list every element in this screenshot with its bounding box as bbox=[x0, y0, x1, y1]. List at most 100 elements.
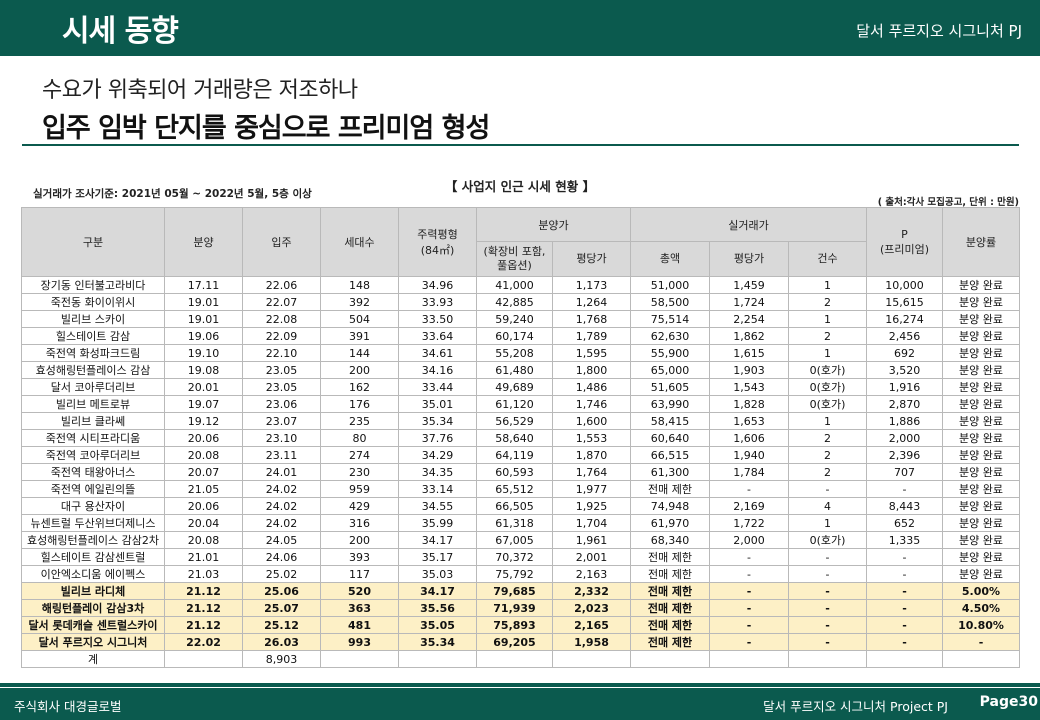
cell-sale-price-total: 42,885 bbox=[476, 293, 553, 311]
cell-trade-count: - bbox=[788, 582, 867, 600]
table-row: 뉴센트럴 두산위브더제니스 20.04 24.02 316 35.99 61,318 1,7… bbox=[21, 514, 1020, 532]
cell-move-in-date: 22.06 bbox=[242, 276, 321, 294]
cell-trade-price-total: 60,640 bbox=[630, 429, 710, 447]
cell-trade-price-per-pyeong: 1,543 bbox=[709, 378, 789, 396]
cell-move-in-date: 22.09 bbox=[242, 327, 321, 345]
cell-move-in-date: 25.12 bbox=[242, 616, 321, 634]
cell-sale-date: 20.06 bbox=[164, 429, 243, 447]
cell-trade-price-total: 전매 제한 bbox=[630, 633, 710, 651]
cell-trade-count: 2 bbox=[788, 327, 867, 345]
cell-trade-price-per-pyeong: 1,903 bbox=[709, 361, 789, 379]
total-empty-cell bbox=[398, 650, 477, 668]
cell-trade-price-per-pyeong: - bbox=[709, 565, 789, 583]
cell-sale-rate: 분양 완료 bbox=[942, 344, 1020, 362]
cell-trade-price-per-pyeong: 1,940 bbox=[709, 446, 789, 464]
cell-sale-price-per-pyeong: 1,768 bbox=[552, 310, 631, 328]
cell-households: 176 bbox=[320, 395, 399, 413]
cell-main-size: 35.01 bbox=[398, 395, 477, 413]
col-header-sg-count: 건수 bbox=[788, 241, 867, 277]
table-row: 힐스테이트 감삼센트럴 21.01 24.06 393 35.17 70,372 2,001… bbox=[21, 548, 1020, 566]
cell-households: 316 bbox=[320, 514, 399, 532]
cell-sale-date: 21.12 bbox=[164, 616, 243, 634]
cell-households: 230 bbox=[320, 463, 399, 481]
cell-move-in-date: 24.02 bbox=[242, 497, 321, 515]
cell-households: 235 bbox=[320, 412, 399, 430]
cell-sale-price-total: 56,529 bbox=[476, 412, 553, 430]
footer-project: 달서 푸르지오 시그니처 Project PJ bbox=[763, 699, 948, 714]
cell-trade-price-per-pyeong: 1,606 bbox=[709, 429, 789, 447]
table-row: 이안엑소디움 에이펙스 21.03 25.02 117 35.03 75,792 2,163… bbox=[21, 565, 1020, 583]
cell-trade-price-total: 62,630 bbox=[630, 327, 710, 345]
cell-premium: 16,274 bbox=[866, 310, 943, 328]
cell-sale-date: 20.04 bbox=[164, 514, 243, 532]
cell-premium: - bbox=[866, 616, 943, 634]
cell-trade-price-per-pyeong: 2,000 bbox=[709, 531, 789, 549]
cell-complex-name: 뉴센트럴 두산위브더제니스 bbox=[21, 514, 165, 532]
cell-complex-name: 달서 롯데캐슬 센트럴스카이 bbox=[21, 616, 165, 634]
cell-sale-price-per-pyeong: 1,961 bbox=[552, 531, 631, 549]
cell-households: 393 bbox=[320, 548, 399, 566]
cell-sale-price-per-pyeong: 2,165 bbox=[552, 616, 631, 634]
cell-main-size: 34.55 bbox=[398, 497, 477, 515]
headline-line2: 입주 임박 단지를 중심으로 프리미엄 형성 bbox=[42, 113, 490, 144]
cell-trade-price-per-pyeong: 2,169 bbox=[709, 497, 789, 515]
table-row: 죽전역 화성파크드림 19.10 22.10 144 34.61 55,208 1,595 5… bbox=[21, 344, 1020, 362]
total-households: 8,903 bbox=[242, 650, 321, 668]
cell-trade-price-total: 74,948 bbox=[630, 497, 710, 515]
cell-trade-price-total: 61,970 bbox=[630, 514, 710, 532]
cell-trade-price-total: 전매 제한 bbox=[630, 582, 710, 600]
cell-complex-name: 해링턴플레이 감삼3차 bbox=[21, 599, 165, 617]
cell-sale-date: 19.08 bbox=[164, 361, 243, 379]
table-row: 빌리브 클라쎄 19.12 23.07 235 35.34 56,529 1,600 58,4… bbox=[21, 412, 1020, 430]
cell-trade-count: 2 bbox=[788, 429, 867, 447]
cell-households: 274 bbox=[320, 446, 399, 464]
cell-sale-date: 20.06 bbox=[164, 497, 243, 515]
cell-main-size: 35.03 bbox=[398, 565, 477, 583]
cell-main-size: 37.76 bbox=[398, 429, 477, 447]
cell-trade-count: - bbox=[788, 548, 867, 566]
cell-complex-name: 달서 푸르지오 시그니처 bbox=[21, 633, 165, 651]
table-row: 장기동 인터불고라비다 17.11 22.06 148 34.96 41,000 1,173… bbox=[21, 276, 1020, 294]
cell-main-size: 35.99 bbox=[398, 514, 477, 532]
cell-sale-date: 21.05 bbox=[164, 480, 243, 498]
total-empty-cell bbox=[866, 650, 943, 668]
cell-main-size: 34.35 bbox=[398, 463, 477, 481]
cell-complex-name: 장기동 인터불고라비다 bbox=[21, 276, 165, 294]
cell-complex-name: 빌리브 클라쎄 bbox=[21, 412, 165, 430]
total-empty-cell bbox=[164, 650, 243, 668]
cell-households: 481 bbox=[320, 616, 399, 634]
cell-sale-rate: 분양 완료 bbox=[942, 429, 1020, 447]
cell-sale-date: 21.03 bbox=[164, 565, 243, 583]
cell-main-size: 34.29 bbox=[398, 446, 477, 464]
cell-move-in-date: 26.03 bbox=[242, 633, 321, 651]
cell-main-size: 35.17 bbox=[398, 548, 477, 566]
cell-trade-price-per-pyeong: - bbox=[709, 616, 789, 634]
cell-premium: - bbox=[866, 599, 943, 617]
cell-trade-price-total: 75,514 bbox=[630, 310, 710, 328]
cell-trade-price-total: 51,605 bbox=[630, 378, 710, 396]
cell-trade-count: 1 bbox=[788, 514, 867, 532]
cell-move-in-date: 25.07 bbox=[242, 599, 321, 617]
cell-sale-rate: 분양 완료 bbox=[942, 446, 1020, 464]
table-row: 죽전역 태왕아너스 20.07 24.01 230 34.35 60,593 1,764 61… bbox=[21, 463, 1020, 481]
cell-trade-count: 0(호가) bbox=[788, 531, 867, 549]
cell-complex-name: 죽전역 에일린의뜰 bbox=[21, 480, 165, 498]
cell-sale-rate: 10.80% bbox=[942, 616, 1020, 634]
cell-households: 959 bbox=[320, 480, 399, 498]
cell-sale-price-per-pyeong: 1,264 bbox=[552, 293, 631, 311]
cell-sale-price-total: 75,792 bbox=[476, 565, 553, 583]
cell-sale-rate: 분양 완료 bbox=[942, 395, 1020, 413]
col-header-bunyangga-total: (확장비 포함, 풀옵션) bbox=[476, 241, 553, 277]
cell-sale-rate: 분양 완료 bbox=[942, 378, 1020, 396]
table-title: 【 사업지 인근 시세 현황 】 bbox=[444, 179, 596, 194]
cell-sale-price-per-pyeong: 1,704 bbox=[552, 514, 631, 532]
cell-premium: 1,916 bbox=[866, 378, 943, 396]
cell-trade-price-total: 51,000 bbox=[630, 276, 710, 294]
cell-sale-price-per-pyeong: 1,764 bbox=[552, 463, 631, 481]
cell-sale-price-total: 59,240 bbox=[476, 310, 553, 328]
cell-sale-price-per-pyeong: 1,958 bbox=[552, 633, 631, 651]
cell-main-size: 35.34 bbox=[398, 412, 477, 430]
cell-sale-rate: 4.50% bbox=[942, 599, 1020, 617]
cell-sale-date: 20.08 bbox=[164, 446, 243, 464]
cell-sale-price-total: 61,480 bbox=[476, 361, 553, 379]
